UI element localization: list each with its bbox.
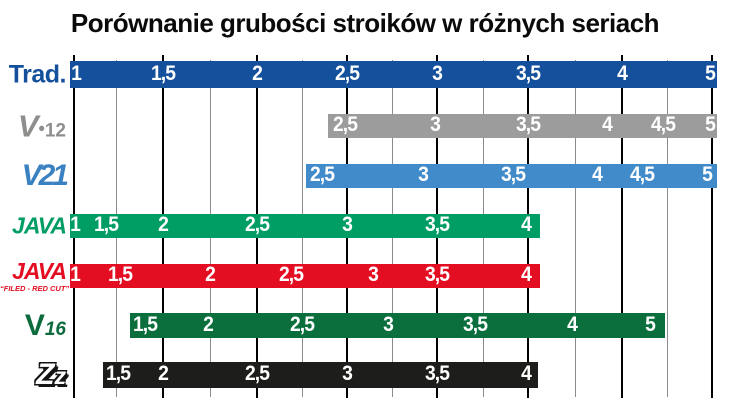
series-bar-trad: 1 1,5 2 2,5 3 3,5 4 5 — [70, 61, 717, 88]
strength-value: 5 — [645, 312, 656, 336]
trad-logo: Trad. — [0, 60, 67, 88]
java-red-logo-text: JAVA — [12, 257, 67, 284]
strength-value: 3 — [430, 113, 441, 137]
v16-logo-part: V — [24, 308, 45, 342]
strength-value: 1,5 — [93, 213, 119, 237]
strength-value: 2,5 — [332, 113, 358, 137]
strength-value: 3,5 — [424, 362, 450, 386]
strength-value: 1 — [71, 61, 82, 85]
v21-logo: V21 — [0, 161, 69, 191]
strength-value: 2 — [158, 362, 169, 386]
series-bar-java-red: 1 1,5 2 2,5 3 3,5 4 — [70, 263, 540, 288]
java-logo-text: JAVA — [12, 212, 67, 239]
strength-value: 3,5 — [515, 113, 541, 137]
gridline-minor — [575, 60, 576, 397]
v16-logo: V16 — [0, 308, 66, 342]
series-bar-java: 1 1,5 2 2,5 3 3,5 4 — [70, 213, 540, 238]
strength-value: 2,5 — [334, 61, 360, 85]
strength-value: 2 — [252, 61, 263, 85]
v12-logo-part: 12 — [44, 120, 66, 142]
zz-logo-part: Z — [36, 358, 55, 391]
gridline-major — [621, 55, 623, 398]
strength-value: 3 — [418, 163, 429, 187]
gridline-minor — [667, 60, 668, 397]
v21-logo-text: V21 — [21, 159, 69, 192]
java-logo: JAVA — [0, 212, 67, 239]
strength-value: 3,5 — [424, 263, 450, 287]
strength-value: 4 — [567, 312, 578, 336]
v12-logo-part: • — [38, 118, 45, 139]
java-red-logo: JAVA “FILED - RED CUT” — [0, 257, 70, 293]
strength-value: 2,5 — [244, 362, 270, 386]
strength-value: 2 — [158, 213, 169, 237]
strength-value: 3 — [342, 213, 353, 237]
strength-value: 1 — [70, 263, 81, 287]
strength-value: 4 — [521, 362, 532, 386]
strength-value: 3,5 — [500, 163, 526, 187]
chart-title: Porównanie grubości stroików w różnych s… — [70, 8, 660, 38]
strength-value: 1 — [70, 213, 81, 237]
v12-logo-part: V — [17, 108, 39, 144]
strength-value: 1,5 — [105, 362, 131, 386]
strength-value: 4 — [592, 163, 603, 187]
strength-value: 3,5 — [424, 213, 450, 237]
strength-value: 3,5 — [462, 312, 488, 336]
strength-value: 5 — [702, 163, 713, 187]
strength-value: 4 — [521, 263, 532, 287]
series-bar-v12: 2,5 3 3,5 4 4,5 5 — [328, 113, 717, 138]
strength-value: 4,5 — [629, 163, 655, 187]
strength-value: 4 — [521, 213, 532, 237]
zz-logo-part: z — [54, 363, 67, 389]
zz-logo: Zz — [0, 360, 66, 390]
trad-logo-text: Trad. — [8, 60, 67, 88]
series-bar-v16: 1,5 2 2,5 3 3,5 4 5 — [130, 313, 665, 338]
strength-value: 2 — [205, 263, 216, 287]
strength-value: 3 — [432, 61, 443, 85]
strength-value: 3,5 — [515, 61, 541, 85]
v16-logo-part: 16 — [44, 318, 66, 340]
v12-logo: V•12 — [0, 111, 66, 142]
strength-value: 2,5 — [309, 163, 335, 187]
strength-value: 2 — [203, 312, 214, 336]
strength-value: 1,5 — [150, 61, 176, 85]
strength-value: 3 — [342, 362, 353, 386]
strength-value: 5 — [705, 113, 716, 137]
strength-value: 2,5 — [244, 213, 270, 237]
strength-value: 1,5 — [132, 312, 158, 336]
gridline-major — [711, 55, 713, 398]
strength-value: 2,5 — [289, 312, 315, 336]
strength-value: 3 — [383, 312, 394, 336]
series-bar-v21: 2,5 3 3,5 4 4,5 5 — [306, 163, 717, 188]
strength-value: 4,5 — [650, 113, 676, 137]
series-bar-zz: 1,5 2 2,5 3 3,5 4 — [103, 362, 538, 388]
strength-value: 4 — [617, 61, 628, 85]
strength-value: 3 — [368, 263, 379, 287]
strength-value: 1,5 — [107, 263, 133, 287]
strength-value: 4 — [602, 113, 613, 137]
strength-value: 2,5 — [278, 263, 304, 287]
java-red-subtitle: “FILED - RED CUT” — [0, 283, 70, 293]
strength-value: 5 — [705, 61, 716, 85]
